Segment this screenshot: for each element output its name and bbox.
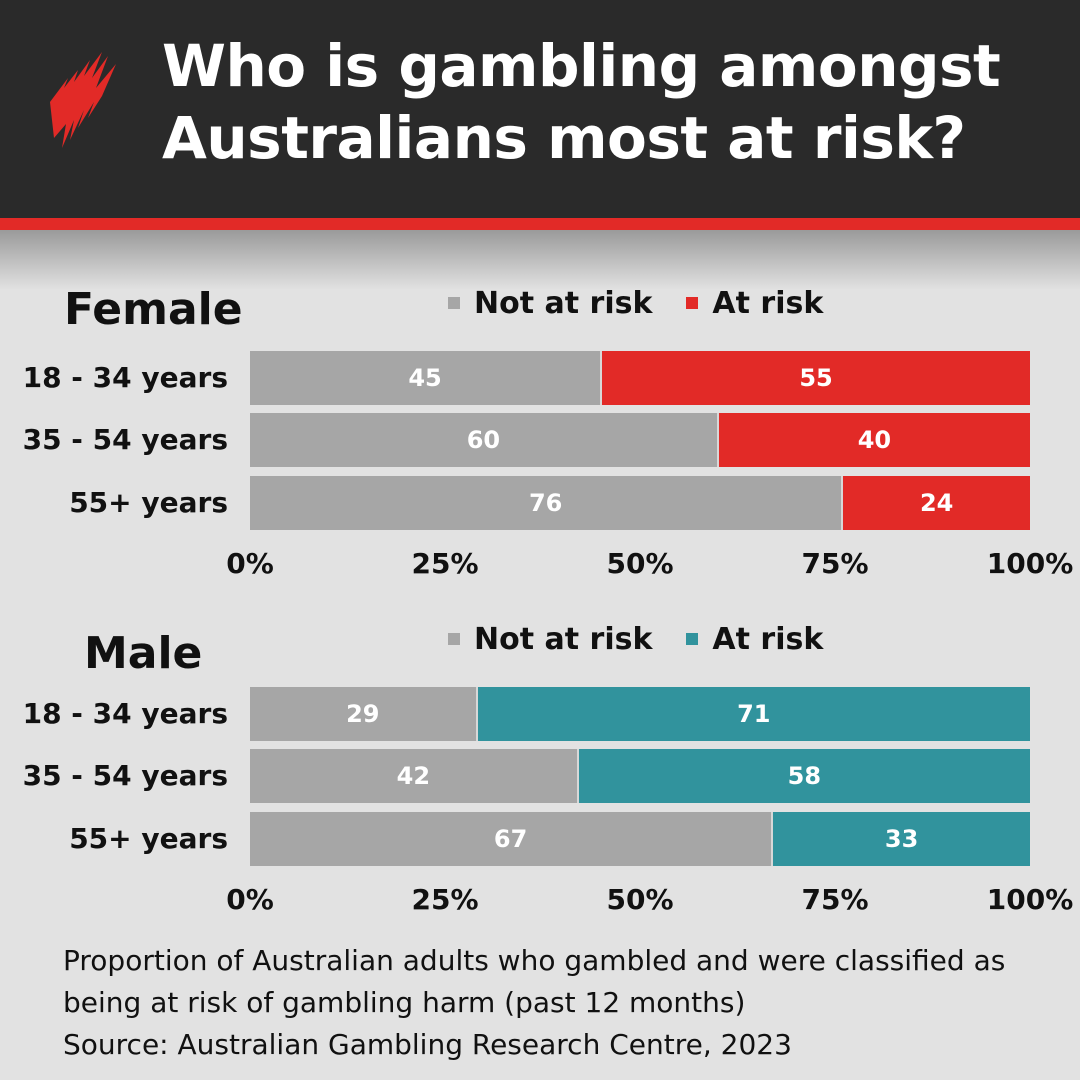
bar-segment-at-risk: 40	[716, 413, 1030, 467]
legend-item: At risk	[686, 286, 823, 321]
bar-segment-not-at-risk: 45	[250, 351, 601, 405]
bar-segment-at-risk: 24	[841, 476, 1030, 530]
data-label: 71	[737, 700, 771, 728]
bar-segment-at-risk: 55	[600, 351, 1030, 405]
x-tick-label: 50%	[606, 883, 674, 916]
footnote-line-2: being at risk of gambling harm (past 12 …	[63, 986, 746, 1019]
male-chart: Male Not at risk At risk 18 - 34 years 29 71 3…	[0, 619, 1080, 919]
stacked-bar: 76 24	[250, 476, 1030, 530]
data-label: 58	[787, 762, 822, 790]
chart-footnote: Proportion of Australian adults who gamb…	[63, 940, 1043, 1066]
male-legend: Not at risk At risk	[448, 619, 857, 659]
header-red-stripe	[0, 218, 1080, 230]
category-label: 18 - 34 years	[22, 361, 228, 394]
female-chart: Female Not at risk At risk 18 - 34 years 45 5…	[0, 283, 1080, 583]
category-label: 55+ years	[69, 486, 228, 519]
bar-segment-not-at-risk: 67	[250, 812, 772, 866]
legend-label: At risk	[712, 285, 824, 321]
data-label: 60	[466, 426, 501, 454]
stacked-bar: 60 40	[250, 413, 1030, 467]
legend-swatch	[686, 297, 699, 309]
female-chart-title: Female	[64, 284, 243, 335]
male-chart-title: Male	[84, 628, 203, 679]
legend-swatch	[448, 633, 460, 645]
bar-segment-not-at-risk: 60	[250, 413, 717, 467]
x-tick-label: 75%	[801, 883, 869, 916]
x-tick-label: 0%	[226, 547, 274, 580]
bar-segment-at-risk: 58	[576, 749, 1030, 803]
legend-label: At risk	[712, 621, 824, 657]
bar-segment-not-at-risk: 76	[250, 476, 842, 530]
legend-item: Not at risk	[448, 286, 652, 321]
data-label: 24	[919, 489, 954, 517]
stacked-bar: 42 58	[250, 749, 1030, 803]
x-tick-label: 50%	[606, 547, 674, 580]
bar-segment-not-at-risk: 42	[250, 749, 577, 803]
legend-label: Not at risk	[474, 285, 653, 321]
legend-swatch	[686, 633, 699, 645]
bar-segment-not-at-risk: 29	[250, 687, 476, 741]
x-tick-label: 0%	[226, 883, 274, 916]
source-text: Source: Australian Gambling Research Cen…	[63, 1028, 792, 1061]
legend-swatch	[448, 297, 460, 309]
header-bar	[0, 0, 1080, 218]
data-label: 67	[493, 825, 528, 853]
legend-item: At risk	[686, 622, 823, 657]
x-tick-label: 100%	[986, 547, 1074, 580]
category-label: 55+ years	[69, 822, 228, 855]
sbs-logo-icon	[50, 52, 116, 148]
stacked-bar: 67 33	[250, 812, 1030, 866]
data-label: 40	[857, 426, 892, 454]
bar-segment-at-risk: 71	[475, 687, 1030, 741]
data-label: 33	[884, 825, 919, 853]
stacked-bar: 29 71	[250, 687, 1030, 741]
footnote-line-1: Proportion of Australian adults who gamb…	[63, 944, 1006, 977]
page-title: Who is gambling amongst Australians most…	[162, 32, 1001, 172]
category-label: 35 - 54 years	[22, 423, 228, 456]
category-label: 35 - 54 years	[22, 759, 228, 792]
legend-item: Not at risk	[448, 622, 652, 657]
data-label: 42	[396, 762, 431, 790]
stacked-bar: 45 55	[250, 351, 1030, 405]
female-legend: Not at risk At risk	[448, 283, 857, 323]
x-tick-label: 75%	[801, 547, 869, 580]
data-label: 55	[799, 364, 833, 392]
data-label: 76	[528, 489, 563, 517]
x-tick-label: 25%	[411, 883, 479, 916]
category-label: 18 - 34 years	[22, 697, 228, 730]
x-tick-label: 100%	[986, 883, 1074, 916]
header-shadow	[0, 230, 1080, 290]
data-label: 45	[408, 364, 442, 392]
bar-segment-at-risk: 33	[771, 812, 1030, 866]
data-label: 29	[346, 700, 380, 728]
x-tick-label: 25%	[411, 547, 479, 580]
legend-label: Not at risk	[474, 621, 653, 657]
